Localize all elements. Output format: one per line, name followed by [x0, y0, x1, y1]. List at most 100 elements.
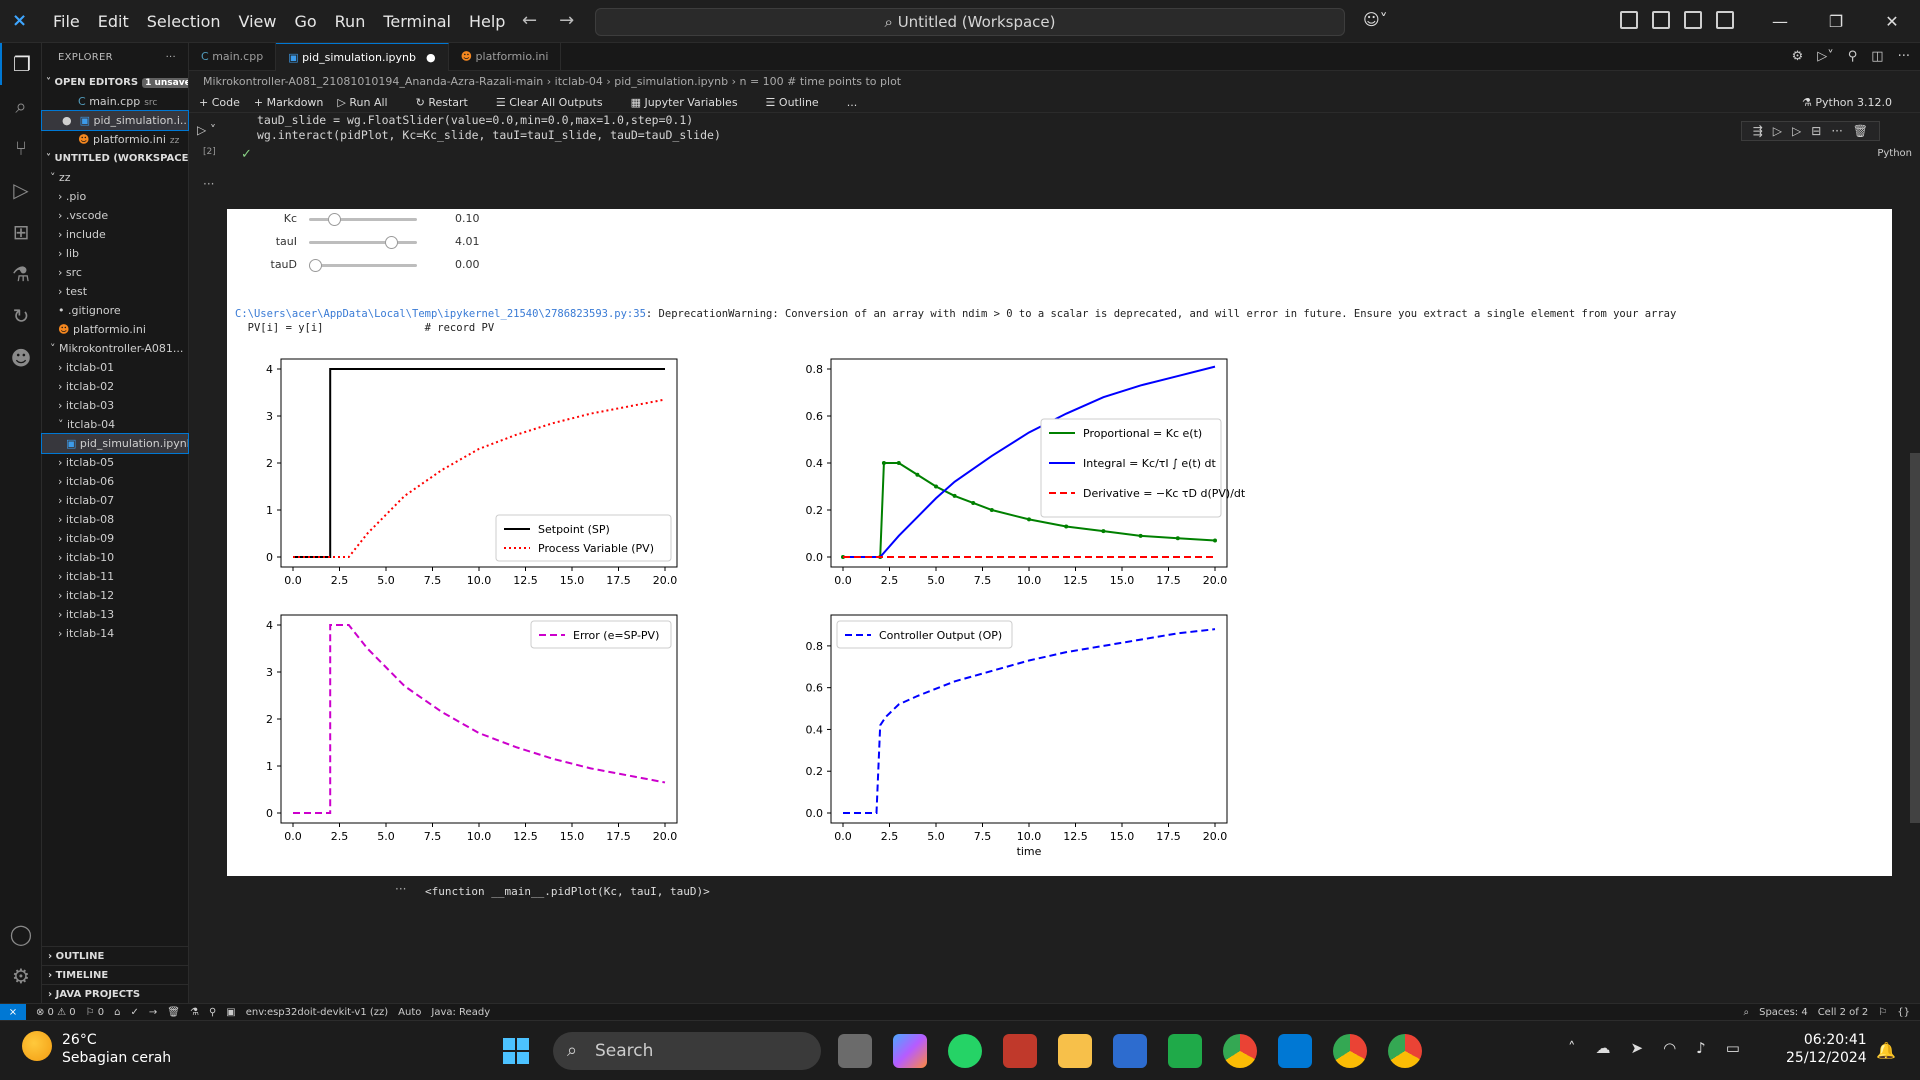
menu-edit[interactable]: Edit	[97, 11, 129, 31]
clock[interactable]: 06:20:41 25/12/2024	[1786, 1031, 1867, 1067]
restart-button[interactable]: ↻ Restart	[415, 96, 468, 109]
cell-position-status[interactable]: Cell 2 of 2	[1817, 1006, 1869, 1018]
zoom-icon[interactable]: ⌕	[1743, 1006, 1750, 1018]
tree-item[interactable]: › itclab-06	[42, 472, 188, 491]
platformio-build-icon[interactable]: ✓	[130, 1006, 139, 1018]
tree-item[interactable]: › itclab-11	[42, 567, 188, 586]
notifications-icon[interactable]: ⚐	[1878, 1006, 1888, 1018]
braces-icon[interactable]: {}	[1897, 1006, 1910, 1018]
tree-item[interactable]: › itclab-07	[42, 491, 188, 510]
command-center[interactable]: ⌕ Untitled (Workspace)	[595, 8, 1345, 36]
platformio-terminal-icon[interactable]: ▣	[226, 1006, 236, 1018]
output-actions-icon[interactable]: ···	[395, 882, 407, 896]
run-by-line-icon[interactable]: ⇶	[1752, 124, 1763, 138]
open-editor-platformio[interactable]: ☻ platformio.ini zz	[78, 133, 180, 146]
tab-pid-simulation[interactable]: ▣ pid_simulation.ipynb ●	[276, 43, 449, 71]
menu-file[interactable]: File	[53, 11, 80, 31]
onedrive-cloud-icon[interactable]: ☁	[1595, 1039, 1611, 1057]
chevron-up-icon[interactable]: ˄	[1568, 1039, 1576, 1057]
notification-bell-icon[interactable]: 🔔	[1876, 1041, 1896, 1060]
kernel-picker[interactable]: ⚗ Python 3.12.0	[1802, 96, 1892, 109]
tree-item[interactable]: › itclab-12	[42, 586, 188, 605]
split-cell-icon[interactable]: ⊟	[1811, 124, 1822, 138]
tree-item[interactable]: ˅ zz	[42, 168, 188, 187]
env-status[interactable]: env:esp32doit-devkit-v1 (zz)	[245, 1006, 389, 1018]
tree-item[interactable]: › lib	[42, 244, 188, 263]
copilot-icon[interactable]: ☺˅	[1363, 10, 1388, 29]
slider-track[interactable]	[309, 259, 417, 272]
testing-icon[interactable]: ⚗	[12, 262, 30, 286]
store-icon[interactable]	[1113, 1034, 1147, 1068]
weather-widget[interactable]: 26°C Sebagian cerah	[22, 1031, 171, 1067]
tree-item[interactable]: ˅ itclab-04	[42, 415, 188, 434]
tree-item[interactable]: › itclab-14	[42, 624, 188, 643]
open-editor-pid-simulation[interactable]: ● ▣ pid_simulation.i...	[41, 110, 189, 131]
tree-item[interactable]: › itclab-13	[42, 605, 188, 624]
add-code-button[interactable]: + Code	[199, 96, 240, 109]
platformio-upload-icon[interactable]: →	[148, 1006, 158, 1018]
tree-item[interactable]: › itclab-09	[42, 529, 188, 548]
menu-run[interactable]: Run	[334, 11, 366, 31]
vscode-taskbar-icon[interactable]	[1278, 1034, 1312, 1068]
gear-icon[interactable]: ⚙	[1791, 49, 1804, 64]
tree-item[interactable]: › include	[42, 225, 188, 244]
editor-scrollbar[interactable]	[1910, 453, 1920, 823]
delete-cell-icon[interactable]: 🗑	[1852, 124, 1868, 138]
task-view-icon[interactable]	[838, 1034, 872, 1068]
execute-below-icon[interactable]: ▷	[1792, 124, 1802, 138]
cell-code[interactable]: tauD_slide = wg.FloatSlider(value=0.0,mi…	[257, 113, 721, 142]
minimize-icon[interactable]: —	[1772, 12, 1788, 31]
copilot-app-icon[interactable]	[893, 1034, 927, 1068]
volume-icon[interactable]: ♪	[1696, 1039, 1706, 1057]
more-icon[interactable]: ···	[1897, 49, 1910, 64]
run-cell-button[interactable]: ▷ ˅	[197, 123, 217, 137]
more-actions-icon[interactable]: ···	[165, 52, 176, 63]
slider-handle[interactable]	[309, 259, 322, 272]
toggle-panel-icon[interactable]	[1684, 11, 1702, 29]
platformio-test-icon[interactable]: ⚗	[189, 1006, 199, 1018]
slider-track[interactable]	[309, 213, 417, 226]
extensions-icon[interactable]: ⊞	[12, 220, 30, 244]
execute-above-icon[interactable]: ▷	[1772, 124, 1783, 138]
search-icon[interactable]: ⌕	[15, 94, 27, 118]
tree-item[interactable]: › itclab-08	[42, 510, 188, 529]
tree-item[interactable]: › itclab-01	[42, 358, 188, 377]
java-status[interactable]: Java: Ready	[431, 1006, 491, 1018]
spreadsheet-app-icon[interactable]	[1168, 1034, 1202, 1068]
platformio-monitor-icon[interactable]: ⚲	[208, 1006, 217, 1018]
customize-layout-icon[interactable]	[1620, 11, 1638, 29]
tab-main-cpp[interactable]: C main.cpp	[189, 43, 277, 71]
tree-item[interactable]: › test	[42, 282, 188, 301]
menu-go[interactable]: Go	[294, 11, 317, 31]
battery-icon[interactable]: ▭	[1725, 1039, 1740, 1057]
run-debug-icon[interactable]: ▷	[13, 178, 29, 202]
whatsapp-icon[interactable]	[948, 1034, 982, 1068]
ports-status[interactable]: ⚐ 0	[85, 1006, 105, 1018]
breadcrumb[interactable]: Mikrokontroller-A081_21081010194_Ananda-…	[203, 75, 902, 88]
file-explorer-icon[interactable]	[1058, 1034, 1092, 1068]
platformio-icon[interactable]: ☻	[10, 346, 32, 370]
chrome-profile-2-icon[interactable]	[1333, 1034, 1367, 1068]
problems-status[interactable]: ⊗ 0 ⚠ 0	[36, 1006, 76, 1018]
windows-start-icon[interactable]	[503, 1038, 529, 1064]
settings-gear-icon[interactable]: ⚙	[12, 964, 30, 988]
remote-indicator-icon[interactable]: ⨯	[0, 1003, 26, 1021]
jupyter-variables-button[interactable]: ▦ Jupyter Variables	[630, 96, 738, 109]
menu-selection[interactable]: Selection	[146, 11, 221, 31]
menu-terminal[interactable]: Terminal	[383, 11, 451, 31]
tree-item[interactable]: ˅ Mikrokontroller-A081...	[42, 339, 188, 358]
menu-help[interactable]: Help	[468, 11, 506, 31]
auto-status[interactable]: Auto	[398, 1006, 422, 1018]
run-icon[interactable]: ▷˅	[1817, 49, 1834, 64]
cell-language[interactable]: Python	[1877, 148, 1912, 159]
pin-icon[interactable]: ⚲	[1847, 49, 1858, 64]
chrome-icon[interactable]	[1223, 1034, 1257, 1068]
platformio-clean-icon[interactable]: 🗑	[167, 1006, 180, 1018]
explorer-icon[interactable]: ❐	[0, 43, 42, 85]
tree-item[interactable]: › itclab-03	[42, 396, 188, 415]
tree-item[interactable]: › itclab-10	[42, 548, 188, 567]
outline-section[interactable]: › OUTLINE	[42, 946, 189, 965]
workspace-section[interactable]: ˅ UNTITLED (WORKSPACE)	[46, 153, 188, 164]
tree-item[interactable]: • .gitignore	[42, 301, 188, 320]
timeline-section[interactable]: › TIMELINE	[42, 965, 189, 984]
